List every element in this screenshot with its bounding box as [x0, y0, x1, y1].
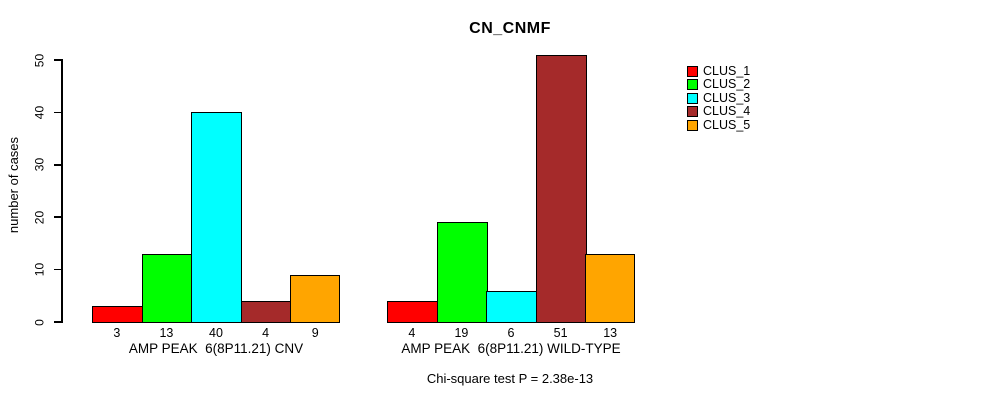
legend-swatch [687, 79, 698, 91]
bar-value-label: 9 [311, 326, 319, 340]
legend-label: CLUS_2 [703, 77, 751, 92]
bar [486, 290, 538, 324]
bar [387, 301, 439, 324]
legend-swatch [687, 119, 698, 131]
y-tick [54, 111, 61, 114]
y-tick-label: 10 [32, 262, 47, 277]
bar-value-label: 3 [113, 326, 121, 340]
bar [535, 54, 587, 324]
legend-label: CLUS_1 [703, 64, 751, 78]
y-tick [54, 59, 61, 61]
bar-value-label: 40 [209, 326, 223, 340]
group-label: AMP PEAK 6(8P11.21) WILD-TYPE [401, 341, 621, 356]
chi-square-annotation: Chi-square test P = 2.38e-13 [426, 371, 594, 386]
bar [585, 253, 635, 324]
y-tick-label: 30 [32, 158, 47, 172]
y-tick-label: 20 [32, 210, 47, 224]
y-axis-line [61, 59, 63, 323]
bar-value-label: 4 [262, 326, 270, 340]
y-tick [54, 216, 61, 218]
y-tick-label: 0 [32, 318, 47, 326]
bar-value-label: 6 [507, 326, 515, 340]
legend-label: CLUS_5 [703, 117, 751, 132]
legend-swatch [687, 92, 698, 104]
y-tick [54, 321, 61, 323]
legend-label: CLUS_3 [703, 90, 751, 105]
legend-label: CLUS_4 [703, 104, 751, 119]
y-tick [54, 268, 61, 271]
y-tick-label: 50 [32, 53, 47, 67]
y-tick-label: 40 [32, 105, 47, 120]
bar-value-label: 4 [408, 326, 416, 340]
bar-value-label: 51 [553, 326, 568, 340]
bar [290, 274, 340, 324]
y-axis-title: number of cases [6, 136, 21, 234]
legend-swatch [687, 106, 698, 118]
y-tick [54, 164, 61, 166]
bar [92, 306, 144, 324]
bar-value-label: 19 [454, 326, 469, 340]
group-label: AMP PEAK 6(8P11.21) CNV [128, 341, 304, 356]
bar-value-label: 13 [603, 326, 618, 340]
bar [436, 222, 488, 324]
legend-swatch [687, 66, 698, 77]
bar-value-label: 13 [159, 326, 174, 340]
bar [141, 253, 193, 324]
bar [191, 112, 243, 324]
chart-title: CN_CNMF [469, 20, 551, 37]
bar [240, 301, 292, 324]
